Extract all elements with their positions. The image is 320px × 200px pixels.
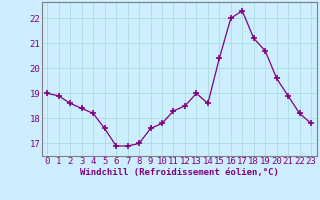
X-axis label: Windchill (Refroidissement éolien,°C): Windchill (Refroidissement éolien,°C) (80, 168, 279, 177)
